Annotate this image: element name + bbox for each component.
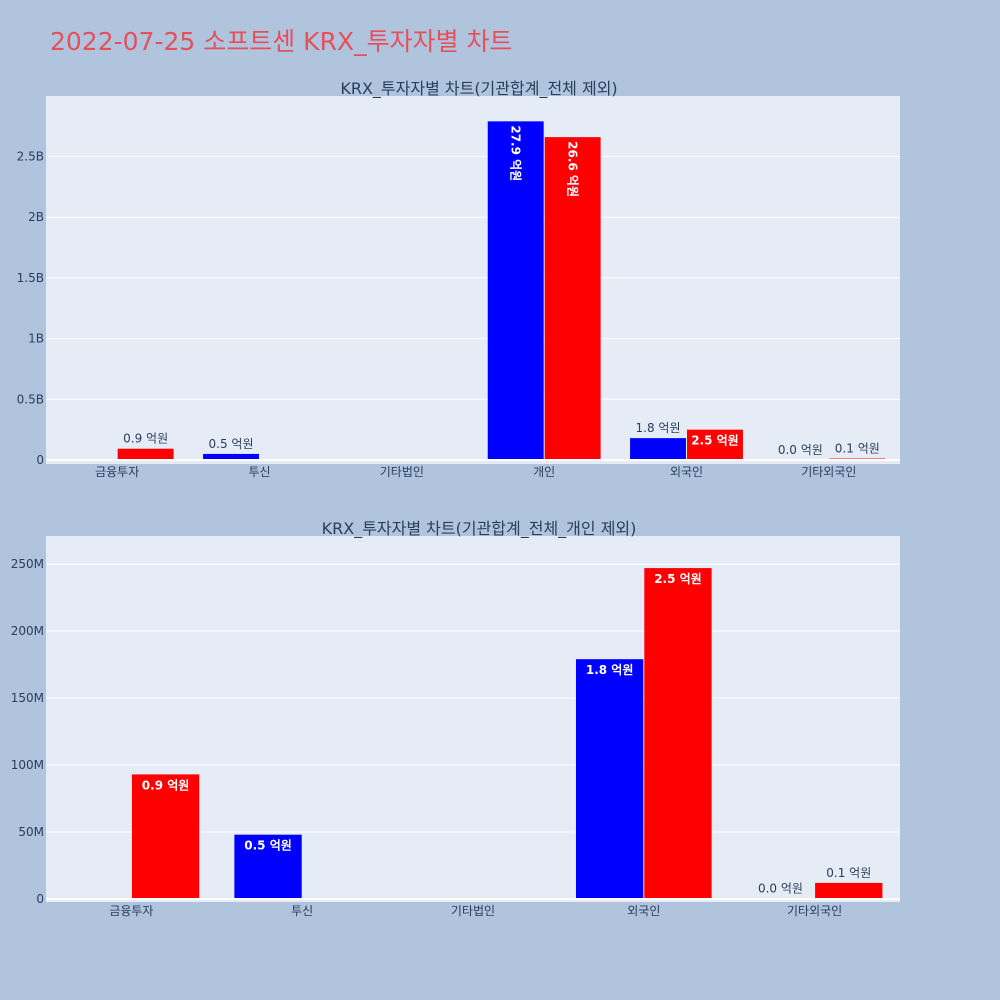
bar bbox=[117, 448, 174, 460]
y-tick-label: 1B bbox=[28, 332, 44, 346]
bar bbox=[234, 834, 302, 899]
plot-area bbox=[46, 96, 900, 464]
bar bbox=[815, 882, 883, 899]
y-tick-label: 200M bbox=[11, 624, 44, 638]
y-tick-label: 0 bbox=[36, 892, 44, 906]
y-tick-label: 2.5B bbox=[17, 150, 44, 164]
chart-excluding-institution-total-and-individual: KRX_투자자별 차트(기관합계_전체_개인 제외) 0 50M 100M 150M 20… bbox=[11, 519, 900, 918]
chart-title: KRX_투자자별 차트(기관합계_전체_개인 제외) bbox=[322, 519, 637, 539]
x-tick-label: 외국인 bbox=[670, 465, 703, 479]
data-label: 0.0 억원 bbox=[778, 443, 823, 457]
data-label: 0.1 억원 bbox=[835, 442, 880, 456]
x-tick-label: 투신 bbox=[291, 904, 313, 918]
bar bbox=[544, 137, 601, 460]
data-label: 0.9 억원 bbox=[142, 778, 190, 792]
data-label: 0.9 억원 bbox=[123, 432, 168, 446]
y-tick-label: 2B bbox=[28, 210, 44, 224]
page-title: 2022-07-25 소프트센 KRX_투자자별 차트 bbox=[50, 27, 513, 56]
bar bbox=[575, 659, 644, 899]
y-tick-label: 1.5B bbox=[17, 271, 44, 285]
x-tick-label: 금융투자 bbox=[109, 904, 153, 918]
chart-title: KRX_투자자별 차트(기관합계_전체 제외) bbox=[340, 79, 617, 99]
x-tick-label: 기타외국인 bbox=[787, 904, 842, 918]
bar bbox=[644, 568, 712, 899]
y-tick-label: 50M bbox=[18, 825, 44, 839]
data-label: 1.8 억원 bbox=[586, 663, 634, 677]
bar bbox=[687, 429, 743, 460]
y-tick-label: 0 bbox=[36, 453, 44, 467]
data-label: 0.5 억원 bbox=[244, 839, 292, 853]
y-tick-label: 150M bbox=[11, 691, 44, 705]
x-tick-label: 기타외국인 bbox=[801, 465, 856, 479]
x-tick-label: 기타법인 bbox=[451, 904, 495, 918]
y-tick-label: 0.5B bbox=[17, 392, 44, 406]
x-tick-label: 외국인 bbox=[627, 904, 660, 918]
data-label: 27.9 억원 bbox=[509, 125, 523, 181]
bar bbox=[131, 774, 200, 899]
data-label: 26.6 억원 bbox=[566, 141, 580, 197]
data-label: 2.5 억원 bbox=[654, 572, 702, 586]
bar bbox=[203, 453, 259, 460]
y-tick-label: 100M bbox=[11, 758, 44, 772]
bar bbox=[487, 121, 544, 461]
y-tick-label: 250M bbox=[11, 557, 44, 571]
data-label: 0.1 억원 bbox=[826, 866, 871, 880]
x-tick-label: 금융투자 bbox=[95, 465, 139, 479]
data-label: 1.8 억원 bbox=[636, 421, 681, 435]
x-tick-label: 투신 bbox=[248, 465, 270, 479]
chart-excluding-institution-total: KRX_투자자별 차트(기관합계_전체 제외) 0 0.5B 1B 1.5B 2B 2.5B… bbox=[17, 79, 900, 479]
data-label: 2.5 억원 bbox=[691, 434, 739, 448]
data-label: 0.5 억원 bbox=[209, 437, 254, 451]
data-label: 0.0 억원 bbox=[758, 881, 803, 895]
x-tick-label: 개인 bbox=[533, 465, 555, 479]
bar bbox=[630, 438, 686, 460]
x-tick-label: 기타법인 bbox=[380, 465, 424, 479]
